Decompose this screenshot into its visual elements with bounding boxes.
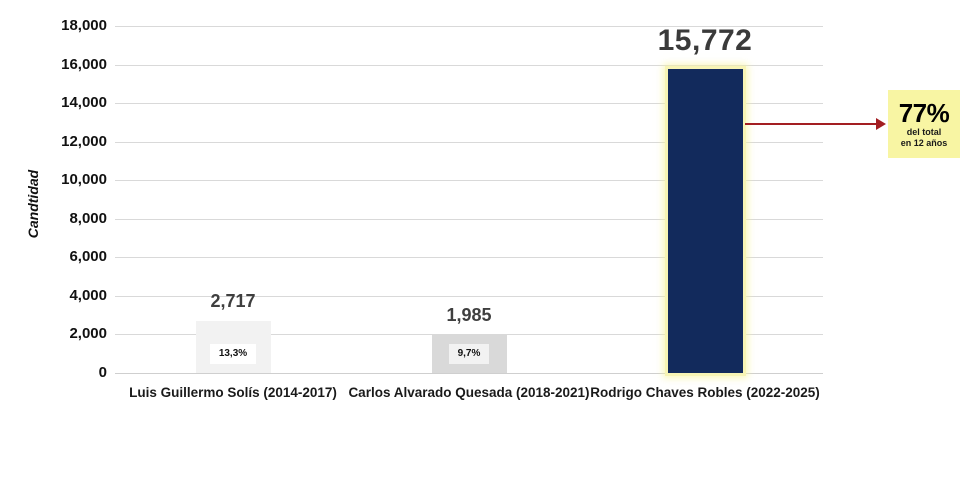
bar-value-label: 15,772 (657, 24, 753, 57)
x-axis-label: Carlos Alvarado Quesada (2018-2021) (348, 385, 590, 400)
percent-label: 9,7% (449, 344, 489, 364)
y-axis-title: Candtidad (25, 169, 41, 239)
gridline-18000 (115, 26, 823, 27)
y-tick-label: 16,000 (61, 55, 107, 73)
y-tick-label: 6,000 (69, 248, 107, 266)
y-tick-label: 8,000 (69, 209, 107, 227)
gridline-4000 (115, 295, 823, 297)
gridline-6000 (115, 257, 823, 259)
annotation-callout: 77% del total en 12 años (888, 90, 960, 158)
plot-area: 13,3% 9,7% (115, 26, 823, 374)
y-tick-label: 14,000 (61, 94, 107, 112)
x-axis-label: Luis Guillermo Solís (2014-2017) (129, 385, 337, 400)
gridline-0 (115, 373, 823, 374)
annotation-arrow-line (745, 123, 877, 125)
y-tick-label: 18,000 (61, 17, 107, 34)
y-tick-label: 10,000 (61, 171, 107, 189)
y-tick-label: 0 (98, 364, 107, 381)
annotation-arrow-head (876, 118, 886, 130)
gridline-12000 (115, 141, 823, 143)
gridline-8000 (115, 218, 823, 220)
y-tick-label: 2,000 (69, 325, 107, 343)
percent-label: 13,3% (210, 344, 256, 364)
annotation-subtext-1: del total (906, 127, 942, 137)
bar-value-label: 1,985 (446, 305, 492, 325)
bar-3 (668, 69, 743, 373)
x-axis-label: Rodrigo Chaves Robles (2022-2025) (590, 385, 820, 400)
bar-value-label: 2,717 (210, 291, 256, 311)
annotation-subtext-2: en 12 años (900, 138, 948, 148)
gridline-2000 (115, 334, 823, 336)
y-tick-label: 12,000 (61, 132, 107, 150)
gridline-10000 (115, 180, 823, 182)
gridline-16000 (115, 64, 823, 66)
gridline-14000 (115, 103, 823, 105)
annotation-percent: 77% (898, 98, 950, 128)
y-tick-label: 4,000 (69, 286, 107, 304)
